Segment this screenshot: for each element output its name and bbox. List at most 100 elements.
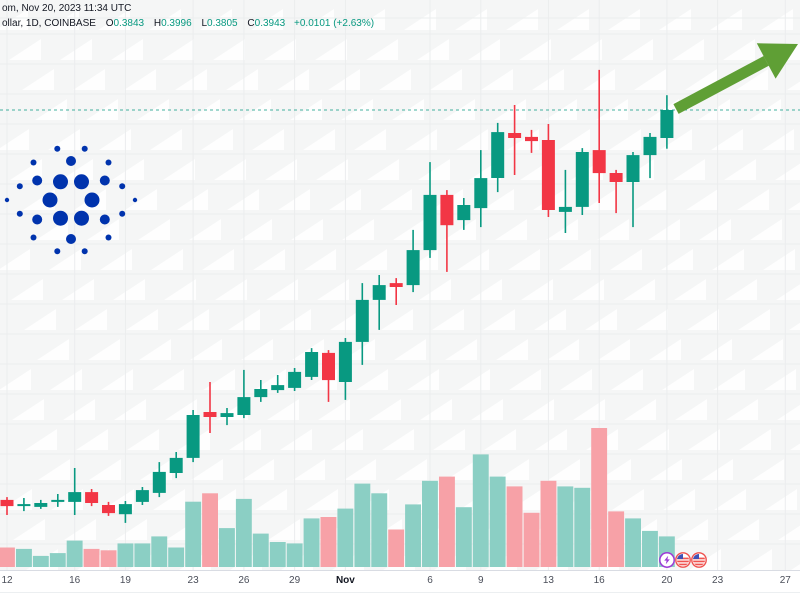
candle bbox=[85, 492, 99, 503]
candle bbox=[237, 397, 251, 415]
x-axis-label: 23 bbox=[187, 575, 199, 586]
volume-bar bbox=[235, 498, 252, 567]
volume-bar bbox=[66, 540, 83, 567]
volume-bar bbox=[168, 547, 185, 567]
volume-bar bbox=[286, 543, 303, 567]
candle bbox=[271, 385, 285, 391]
volume-bar bbox=[49, 553, 66, 567]
volume-bar bbox=[472, 454, 489, 567]
candle bbox=[338, 341, 352, 382]
volume-bar bbox=[83, 548, 100, 567]
volume-bar bbox=[489, 476, 506, 567]
candle bbox=[541, 140, 555, 210]
close-label: C bbox=[247, 18, 255, 29]
volume-bar bbox=[202, 493, 218, 567]
open-value: 0.3843 bbox=[113, 18, 145, 29]
volume-bar bbox=[134, 543, 151, 567]
candle bbox=[474, 178, 488, 209]
volume-bar bbox=[523, 512, 540, 567]
us-flag-event-icon[interactable] bbox=[691, 552, 707, 568]
candle bbox=[491, 132, 505, 178]
candle bbox=[0, 499, 14, 507]
close-value: 0.3943 bbox=[254, 18, 286, 29]
candle bbox=[34, 503, 48, 507]
candle bbox=[643, 136, 657, 156]
candle bbox=[254, 389, 268, 398]
volume-bar bbox=[591, 428, 608, 567]
volume-bar bbox=[371, 493, 388, 567]
volume-bar bbox=[506, 486, 523, 567]
candle bbox=[220, 413, 234, 417]
candle bbox=[203, 412, 217, 417]
candle bbox=[558, 206, 572, 212]
x-axis-label: 23 bbox=[712, 575, 724, 586]
candle bbox=[626, 155, 640, 182]
volume-bar bbox=[574, 487, 591, 567]
cardano-logo bbox=[4, 145, 138, 255]
candle bbox=[322, 352, 335, 381]
volume-bar bbox=[540, 480, 557, 567]
candle bbox=[457, 205, 471, 221]
candle bbox=[355, 299, 369, 342]
volume-bar bbox=[354, 483, 371, 567]
high-value: 0.3996 bbox=[161, 18, 192, 29]
volume-bar bbox=[100, 550, 117, 567]
candle bbox=[609, 173, 623, 182]
volume-bar bbox=[151, 536, 168, 567]
legend-symbol: ollar, 1D, COINBASE bbox=[2, 18, 96, 29]
time-axis[interactable]: 12 16 19 23 26 29 Nov 6 9 13 16 20 23 27 bbox=[0, 570, 800, 600]
volume-bar bbox=[117, 543, 134, 567]
candle bbox=[68, 492, 82, 502]
x-axis-label: 6 bbox=[427, 575, 433, 586]
candle bbox=[575, 152, 589, 207]
candle bbox=[372, 285, 386, 300]
price-chart[interactable] bbox=[0, 0, 800, 570]
chart-legend: om, Nov 20, 2023 11:34 UTC ollar, 1D, CO… bbox=[2, 2, 374, 30]
lightning-event-icon[interactable] bbox=[659, 552, 675, 568]
high-label: H bbox=[153, 18, 162, 29]
candle bbox=[288, 371, 302, 388]
candle bbox=[592, 150, 606, 174]
volume-bar bbox=[185, 501, 202, 567]
candle bbox=[51, 499, 65, 502]
x-axis-label: 16 bbox=[69, 575, 81, 586]
up-trend-arrow bbox=[673, 43, 798, 114]
volume-bars bbox=[0, 428, 675, 567]
volume-bar bbox=[422, 480, 438, 567]
volume-bar bbox=[608, 511, 625, 567]
volume-bar bbox=[269, 542, 286, 567]
legend-symbol-row: ollar, 1D, COINBASE O0.3843 H0.3996 L0.3… bbox=[2, 17, 374, 30]
candle bbox=[660, 110, 674, 138]
change-value: +0.0101 (+2.63%) bbox=[294, 18, 375, 29]
low-label: L bbox=[201, 18, 208, 29]
candle bbox=[118, 504, 132, 515]
us-flag-event-icon[interactable] bbox=[675, 552, 691, 568]
volume-bar bbox=[320, 517, 337, 567]
candle bbox=[423, 194, 437, 251]
candle bbox=[152, 471, 166, 493]
volume-bar bbox=[16, 548, 32, 567]
volume-bar bbox=[405, 504, 421, 567]
volume-bar bbox=[337, 508, 354, 567]
low-value: 0.3805 bbox=[207, 18, 238, 29]
x-axis-label: 27 bbox=[779, 575, 791, 586]
volume-bar bbox=[642, 530, 658, 567]
volume-bar bbox=[455, 507, 472, 567]
x-axis-label: 12 bbox=[1, 575, 13, 586]
x-axis-label: 29 bbox=[289, 575, 301, 586]
candle bbox=[508, 133, 522, 138]
candle bbox=[440, 194, 454, 226]
volume-bar bbox=[0, 547, 15, 567]
volume-bar bbox=[252, 533, 269, 567]
volume-bar bbox=[625, 518, 641, 567]
volume-bar bbox=[303, 518, 320, 567]
candle bbox=[525, 136, 538, 142]
candle bbox=[305, 352, 319, 377]
volume-bar bbox=[32, 555, 49, 567]
x-axis-label: 9 bbox=[478, 575, 484, 586]
candle bbox=[17, 504, 31, 507]
volume-bar bbox=[557, 486, 574, 567]
volume-bar bbox=[388, 529, 405, 567]
candle bbox=[406, 250, 420, 286]
